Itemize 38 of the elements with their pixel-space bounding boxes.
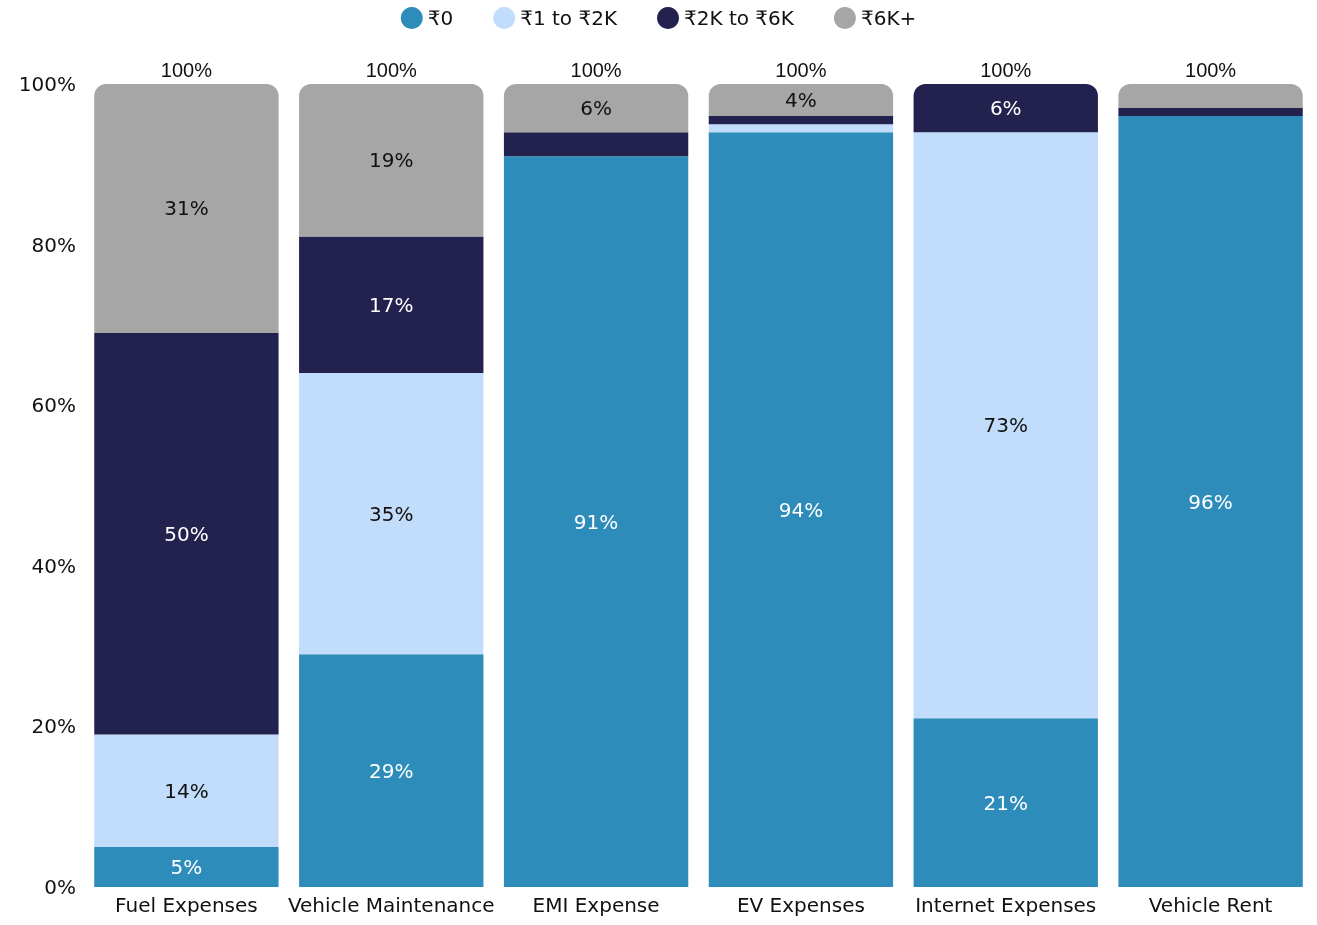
total-label: 100%	[365, 59, 418, 81]
data-label: 31%	[164, 196, 209, 221]
data-label: 6%	[580, 96, 612, 121]
total-label: 100%	[775, 59, 827, 81]
x-tick-label: Fuel Expenses	[115, 893, 258, 917]
total-label: 100%	[1185, 59, 1237, 81]
data-label: 21%	[983, 790, 1028, 815]
data-label: 94%	[778, 497, 824, 522]
y-tick-label: 0%	[44, 875, 76, 899]
data-label: 14%	[164, 778, 209, 803]
data-label: 73%	[983, 413, 1028, 438]
data-label: 4%	[785, 88, 817, 113]
data-label: 5%	[170, 854, 203, 879]
y-tick-label: 80%	[31, 232, 76, 257]
total-label: 100%	[160, 59, 213, 81]
y-tick-label: 20%	[31, 714, 76, 739]
x-tick-label: EV Expenses	[736, 893, 865, 917]
x-tick-label: Vehicle Maintenance	[287, 893, 495, 917]
data-label: 91%	[573, 509, 619, 534]
data-label: 35%	[369, 501, 414, 526]
total-label: 100%	[570, 59, 622, 81]
legend-label: ₹0	[427, 6, 454, 30]
data-label: 19%	[369, 148, 414, 173]
total-label: 100%	[980, 59, 1032, 81]
x-tick-label: Vehicle Rent	[1148, 893, 1273, 917]
data-label: 29%	[369, 758, 414, 783]
legend-label: ₹1 to ₹2K	[520, 6, 618, 30]
legend-label: ₹6K+	[860, 6, 917, 30]
y-tick-label: 100%	[18, 72, 76, 96]
y-tick-label: 60%	[31, 393, 76, 418]
data-label: 17%	[369, 292, 414, 317]
data-label: 50%	[164, 521, 209, 546]
data-label: 6%	[989, 96, 1022, 121]
y-tick-label: 40%	[31, 553, 76, 578]
legend-label: ₹2K to ₹6K	[684, 6, 795, 30]
x-tick-label: Internet Expenses	[915, 893, 1097, 917]
x-tick-label: EMI Expense	[532, 893, 660, 917]
data-label: 96%	[1188, 489, 1233, 514]
